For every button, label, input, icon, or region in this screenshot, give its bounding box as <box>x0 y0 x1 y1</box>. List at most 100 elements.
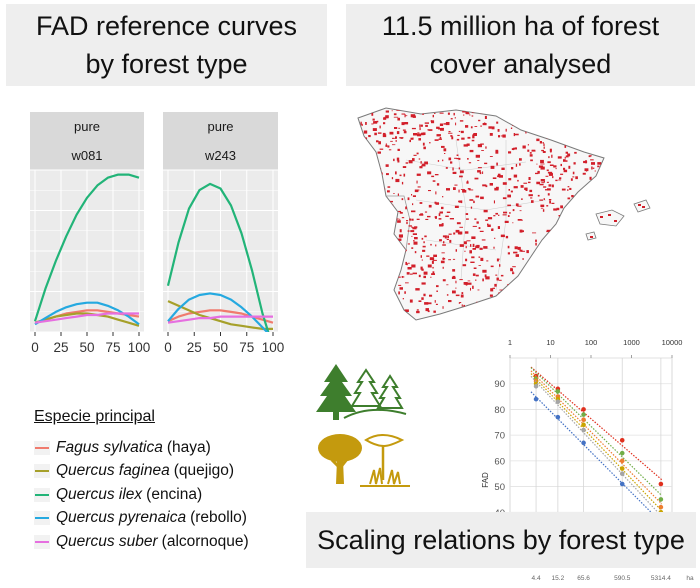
scatter-point <box>533 383 539 389</box>
fad-reference-curves-chart: pure w081 0 25 50 75 100 pure w243 0 25 50 75 100 <box>30 112 284 355</box>
curve-pyrenaica <box>167 292 269 332</box>
strip-label-bottom: w081 <box>70 148 102 163</box>
scatter-point <box>581 417 586 423</box>
x-tick-label: 50 <box>79 340 94 355</box>
x-tick-label: 75 <box>105 340 120 355</box>
legend-key-swatch <box>34 440 50 455</box>
x-tick-label-top: 10 <box>546 338 554 347</box>
strip-label-top: pure <box>207 119 233 134</box>
legend-species-name: Fagus sylvatica <box>56 438 163 456</box>
province-border <box>455 139 467 281</box>
x-tick-label: 75 <box>239 340 254 355</box>
legend-species-name: Quercus pyrenaica <box>56 509 187 527</box>
bottom-banner-text: Scaling relations by forest type <box>317 524 685 555</box>
right-title: 11.5 million ha of forest cover analysed <box>346 4 695 86</box>
y-tick-label: 90 <box>494 379 505 390</box>
y-tick-label: 60 <box>494 456 505 467</box>
legend-item-pyrenaica: Quercus pyrenaica (rebollo) <box>34 507 314 531</box>
facet-panel-1: pure w081 0 25 50 75 100 <box>30 112 150 355</box>
x-tick-label-bottom: 15.2 <box>552 575 565 582</box>
trend-line <box>530 391 663 524</box>
scatter-point <box>619 471 625 477</box>
strip-label-bottom: w243 <box>204 148 236 163</box>
legend-common-name: (quejigo) <box>173 462 235 480</box>
x-unit-label: ha <box>686 575 694 582</box>
bottom-banner: Scaling relations by forest type <box>306 512 696 568</box>
legend-key-swatch <box>34 464 50 479</box>
curve-faginea <box>34 312 140 327</box>
scatter-point <box>581 440 586 446</box>
scatter-point <box>619 450 625 456</box>
scatter-point <box>581 427 586 433</box>
facet-strip <box>163 112 278 170</box>
x-tick-label-bottom: 590.5 <box>614 575 631 582</box>
legend-species-name: Quercus ilex <box>56 485 143 503</box>
y-axis-label: FAD <box>481 472 490 488</box>
curve-suber <box>167 315 273 324</box>
legend-species-name: Quercus faginea <box>56 462 170 480</box>
curve-ilex <box>166 182 270 332</box>
legend-item-suber: Quercus suber (alcornoque) <box>34 530 314 554</box>
scatter-point <box>581 407 586 412</box>
right-title-line2: cover analysed <box>429 49 612 79</box>
x-tick-label: 100 <box>262 340 285 355</box>
legend-item-fagus: Fagus sylvatica (haya) <box>34 436 314 460</box>
legend-title: Especie principal <box>34 408 155 425</box>
scatter-point <box>533 396 539 402</box>
legend-item-faginea: Quercus faginea (quejigo) <box>34 460 314 484</box>
scatter-point <box>619 437 625 443</box>
legend-key-swatch <box>34 511 50 526</box>
x-tick-label-top: 100 <box>585 338 598 347</box>
scatter-point <box>619 466 625 471</box>
x-tick-label: 0 <box>164 340 172 355</box>
x-tick-label-top: 1 <box>508 338 512 347</box>
forest-cover-islands <box>590 204 645 238</box>
legend-key-swatch <box>34 534 50 549</box>
y-tick-label: 80 <box>494 405 505 416</box>
portugal-border <box>386 195 411 251</box>
scatter-point <box>658 481 664 487</box>
legend-item-ilex: Quercus ilex (encina) <box>34 483 314 507</box>
x-tick-label-top: 10000 <box>662 338 683 347</box>
conifer-forest-icon <box>316 364 407 420</box>
x-tick-label-bottom: 65.6 <box>577 575 590 582</box>
left-title: FAD reference curves by forest type <box>6 4 327 86</box>
right-title-line1: 11.5 million ha of forest <box>381 11 660 41</box>
x-tick-label: 25 <box>187 340 202 355</box>
scatter-point <box>581 422 586 428</box>
savanna-tree-icon <box>318 434 410 487</box>
y-tick-label: 70 <box>494 431 505 442</box>
curve-faginea <box>167 300 273 330</box>
trend-line <box>530 375 663 517</box>
legend-common-name: (haya) <box>166 438 211 456</box>
scatter-point <box>619 458 625 464</box>
curve-ilex <box>33 173 140 322</box>
legend-common-name: (rebollo) <box>190 509 247 527</box>
iberia-outline <box>357 107 605 321</box>
left-title-line1: FAD reference curves <box>35 11 298 41</box>
legend-key-swatch <box>34 487 50 502</box>
legend-common-name: (alcornoque) <box>161 532 249 550</box>
spain-forest-map <box>357 107 651 321</box>
x-tick-label: 100 <box>128 340 151 355</box>
species-legend: Especie principal Fagus sylvatica (haya) Q… <box>34 408 314 558</box>
x-tick-label-bottom: 5314.4 <box>651 575 671 582</box>
facet-strip <box>30 112 144 170</box>
legend-species-name: Quercus suber <box>56 532 158 550</box>
facet-panel-2: pure w243 0 25 50 75 100 <box>163 112 284 355</box>
forest-type-icons <box>316 364 410 487</box>
x-tick-label-bottom: 4.4 <box>532 575 541 582</box>
scatter-point <box>619 481 625 487</box>
scatter-point <box>581 412 586 417</box>
x-tick-label: 25 <box>53 340 68 355</box>
x-tick-label: 50 <box>213 340 228 355</box>
left-title-line2: by forest type <box>85 49 248 79</box>
scatter-point <box>658 497 664 502</box>
y-tick-label: 50 <box>494 482 505 493</box>
curve-suber <box>34 312 139 324</box>
strip-label-top: pure <box>74 119 100 134</box>
legend-common-name: (encina) <box>146 485 203 503</box>
scatter-point <box>555 414 561 420</box>
trend-line <box>530 367 663 496</box>
scatter-point <box>555 389 561 394</box>
